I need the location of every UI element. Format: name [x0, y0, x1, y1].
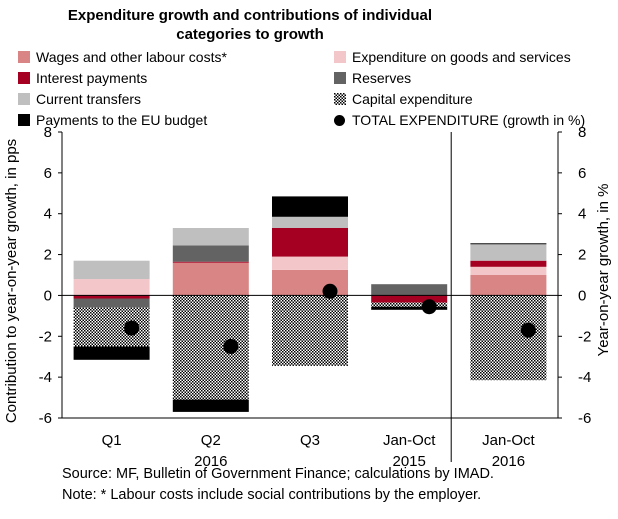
bar-segment: [172, 399, 249, 412]
legend-label: Interest payments: [36, 70, 148, 86]
legend-swatch: [18, 72, 30, 84]
legend-item-current-transfers: Current transfers: [18, 89, 141, 109]
x-tick-label: Q1: [102, 432, 122, 449]
bar-segment: [73, 295, 150, 299]
y-tick-label: 2: [44, 247, 52, 264]
legend-item-capital: Capital expenditure: [334, 89, 473, 109]
legend-label: Current transfers: [36, 91, 142, 107]
y-tick-label: 4: [44, 206, 52, 223]
y-tick-label: -4: [39, 369, 52, 386]
bar-segment: [73, 346, 150, 360]
legend-item-interest: Interest payments: [18, 68, 147, 88]
y-tick-label-right: 4: [578, 206, 586, 223]
y-axis-title: Contribution to year-on-year growth, in …: [3, 139, 20, 423]
bar-segment: [470, 266, 547, 275]
bar-segment: [371, 284, 448, 296]
x-tick-label: Q2: [201, 432, 221, 449]
x-group-label: 2016: [194, 453, 227, 470]
total-expenditure-dot: [322, 283, 338, 299]
legend-swatch: [18, 114, 30, 126]
legend-item-reserves: Reserves: [334, 68, 411, 88]
bar-segment: [73, 279, 150, 296]
legend-label: Capital expenditure: [352, 91, 473, 107]
legend-item-wages: Wages and other labour costs*: [18, 47, 227, 67]
footnote: Note: * Labour costs include social cont…: [62, 487, 482, 503]
bar-segment: [73, 260, 150, 280]
chart-title: Expenditure growth and contributions of …: [67, 7, 433, 43]
source-note: Source: MF, Bulletin of Government Finan…: [62, 466, 494, 482]
total-expenditure-dot: [223, 339, 239, 354]
legend-item-eu-budget: Payments to the EU budget: [18, 110, 207, 130]
total-expenditure-dot: [124, 320, 140, 336]
bar-segment: [272, 216, 348, 228]
total-expenditure-dot: [421, 299, 437, 315]
legend-label: Payments to the EU budget: [36, 112, 208, 128]
bar-segment: [172, 262, 249, 296]
legend-label: Expenditure on goods and services: [352, 49, 571, 65]
y-tick-label-right: -6: [578, 410, 591, 427]
bar-segment: [73, 298, 150, 308]
legend-swatch-pattern: [334, 93, 346, 105]
legend-label: Wages and other labour costs*: [36, 49, 227, 65]
bar-segment: [272, 228, 348, 257]
bar-segment: [272, 256, 348, 270]
bar-segment: [172, 261, 249, 263]
bar-segment: [371, 302, 448, 307]
x-group-label: 2015: [393, 453, 426, 470]
legend-label: Reserves: [352, 70, 412, 86]
legend: Wages and other labour costs* Expenditur…: [18, 47, 618, 131]
y-tick-label-right: 8: [578, 124, 586, 141]
x-tick-label: Q3: [300, 432, 320, 449]
x-tick-label: Jan-Oct: [482, 432, 535, 449]
bar-segment: [470, 243, 547, 245]
y-tick-label-right: 0: [578, 287, 586, 304]
bar-segment: [371, 306, 448, 310]
legend-swatch: [334, 72, 346, 84]
y-tick-label-right: -2: [578, 328, 591, 345]
bar-segment: [470, 244, 547, 261]
bar-segment: [470, 295, 547, 381]
bar-segment: [371, 295, 448, 303]
bar-segment: [272, 295, 348, 366]
legend-dot-icon: [334, 114, 345, 126]
legend-swatch: [18, 93, 30, 105]
legend-label: TOTAL EXPENDITURE (growth in %): [352, 112, 586, 128]
bar-segment: [172, 228, 249, 246]
y-tick-label: -6: [39, 410, 52, 427]
bar-segment: [272, 196, 348, 217]
y-tick-label: -2: [39, 328, 52, 345]
y-tick-label: 0: [44, 287, 52, 304]
chart-notes: Source: MF, Bulletin of Government Finan…: [62, 464, 494, 506]
bar-segment: [470, 260, 547, 267]
legend-swatch: [18, 51, 30, 63]
legend-item-total: TOTAL EXPENDITURE (growth in %): [334, 110, 585, 130]
bar-segment: [172, 245, 249, 262]
y-tick-label: 6: [44, 165, 52, 182]
y-tick-label-right: 6: [578, 165, 586, 182]
y-tick-label-right: 2: [578, 247, 586, 264]
legend-item-goods-services: Expenditure on goods and services: [334, 47, 571, 67]
bar-segment: [470, 275, 547, 296]
x-group-label: 2016: [492, 453, 525, 470]
y-axis-title-right: Year-on-year growth, in %: [595, 184, 612, 357]
legend-swatch: [334, 51, 346, 63]
x-tick-label: Jan-Oct: [383, 432, 436, 449]
y-tick-label: 8: [44, 124, 52, 141]
y-tick-label-right: -4: [578, 369, 591, 386]
total-expenditure-dot: [520, 322, 536, 338]
